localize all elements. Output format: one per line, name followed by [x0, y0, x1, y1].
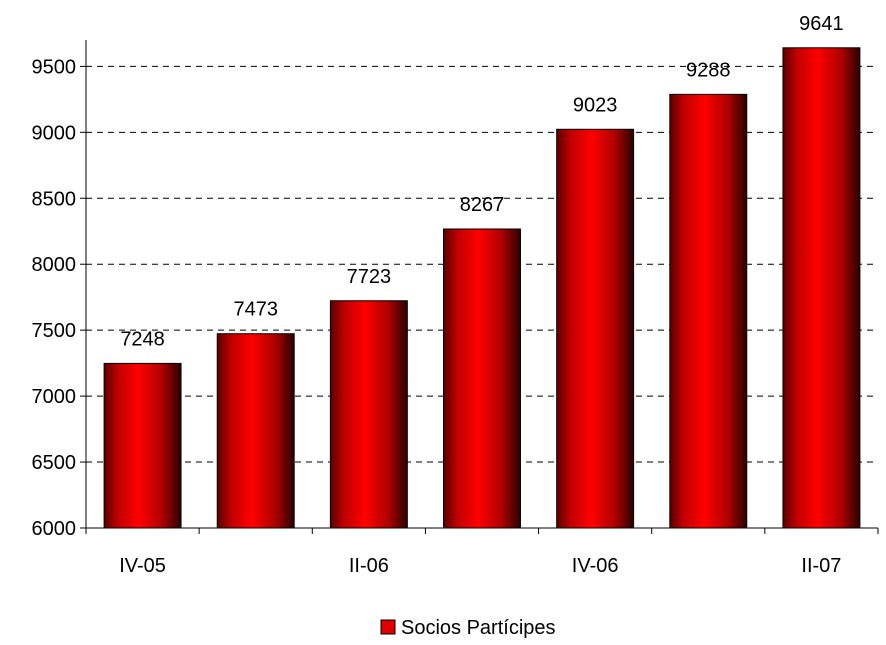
- legend: Socios Partícipes: [380, 617, 556, 639]
- bar: [556, 128, 635, 529]
- data-label: 9023: [573, 94, 618, 116]
- bars: [103, 47, 861, 529]
- y-tick-label: 7000: [32, 386, 77, 408]
- y-tick-label: 6000: [32, 518, 77, 540]
- y-tick-label: 6500: [32, 452, 77, 474]
- x-tick-label: IV-06: [572, 555, 619, 577]
- axes: 6000 6500 7000 7500 8000 8500 9000 9500 IV-05 II-…: [32, 40, 879, 577]
- x-tick-label: II-07: [801, 555, 841, 577]
- data-label: 7723: [347, 266, 392, 288]
- data-label: 7473: [233, 299, 278, 321]
- bar: [669, 93, 748, 529]
- bar: [443, 228, 521, 529]
- data-label: 8267: [460, 194, 505, 216]
- data-label: 9288: [686, 59, 731, 81]
- bar: [782, 47, 861, 529]
- x-tick-label: IV-05: [119, 555, 166, 577]
- bar: [103, 362, 182, 529]
- y-tick-label: 9000: [32, 122, 77, 144]
- data-labels: 7248 7473 7723 8267 9023 9288 9641: [120, 13, 843, 351]
- x-tick-label: II-06: [349, 555, 389, 577]
- data-label: 9641: [799, 13, 844, 35]
- bar: [329, 300, 408, 529]
- legend-label: Socios Partícipes: [401, 617, 556, 639]
- y-tick-label: 9500: [32, 56, 77, 78]
- y-tick-label: 8500: [32, 188, 77, 210]
- data-label: 7248: [120, 328, 165, 350]
- y-tick-label: 7500: [32, 320, 77, 342]
- y-tick-label: 8000: [32, 254, 77, 276]
- bar: [216, 333, 295, 529]
- legend-swatch: [380, 619, 396, 635]
